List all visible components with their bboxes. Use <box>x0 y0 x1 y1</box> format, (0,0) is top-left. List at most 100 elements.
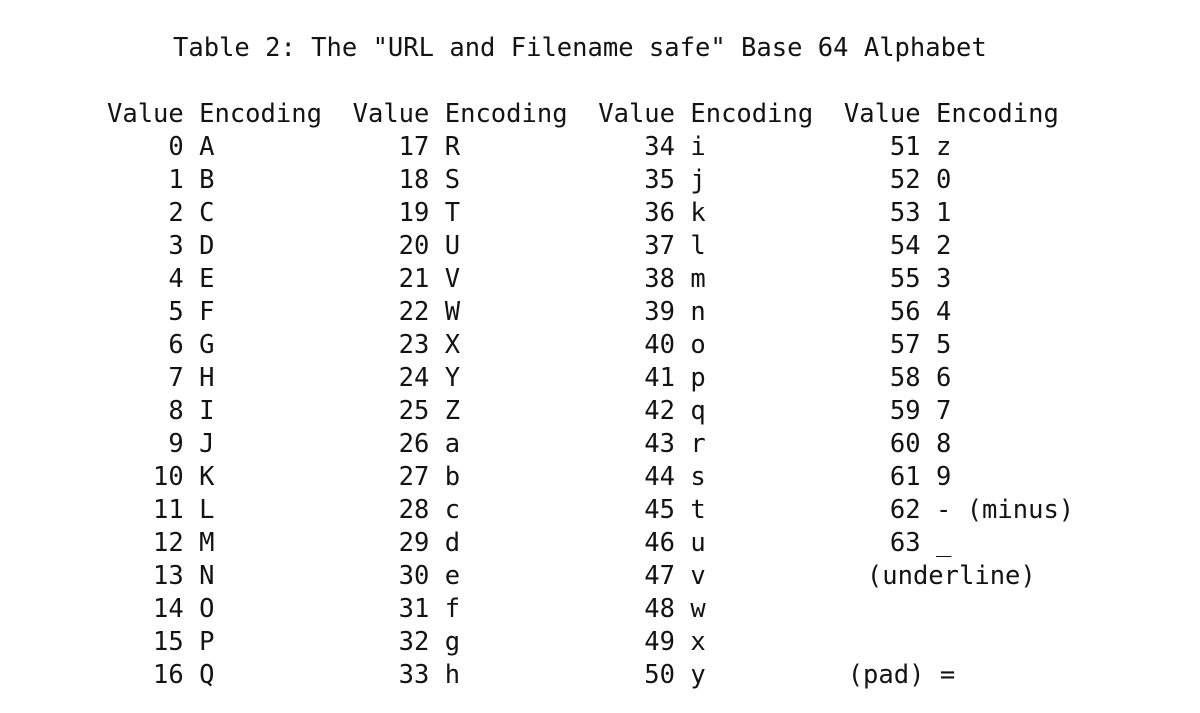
encoding-cell: p <box>690 363 706 393</box>
value-cell: 33 <box>398 660 430 690</box>
underline-note: (underline) <box>866 561 1036 591</box>
table-row: 15 P <box>107 626 322 659</box>
encoding-header-label: Encoding <box>935 99 1059 129</box>
table-row: 36 k <box>598 197 813 230</box>
table-row: 57 5 <box>844 329 1059 362</box>
encoding-cell: e <box>444 561 461 591</box>
encoding-cell: P <box>199 627 215 657</box>
encoding-cell: A <box>199 132 215 162</box>
value-cell: 49 <box>644 627 675 657</box>
table-row <box>844 626 1059 659</box>
table-row: 53 1 <box>844 197 1059 230</box>
value-cell: 15 <box>153 627 184 657</box>
encoding-header-label: Encoding <box>690 99 814 129</box>
value-cell: 7 <box>168 363 184 393</box>
value-cell: 9 <box>168 429 184 459</box>
value-cell: 57 <box>889 330 921 360</box>
value-cell: 17 <box>398 132 430 162</box>
table-row: 21 V <box>353 263 568 296</box>
value-cell: 43 <box>644 429 675 459</box>
encoding-cell: Z <box>444 396 461 426</box>
value-cell: 13 <box>153 561 184 591</box>
encoding-cell: r <box>690 429 706 459</box>
encoding-cell: 9 <box>935 462 952 492</box>
encoding-cell: y <box>690 660 706 690</box>
table-row: 22 W <box>353 296 568 329</box>
value-cell: 18 <box>398 165 430 195</box>
value-cell: 51 <box>889 132 921 162</box>
encoding-cell: b <box>444 462 461 492</box>
table-row: 18 S <box>353 164 568 197</box>
encoding-cell: 2 <box>935 231 952 261</box>
value-cell: 58 <box>889 363 921 393</box>
encoding-cell: l <box>690 231 706 261</box>
column-header: Value Encoding <box>598 98 813 131</box>
value-cell: 45 <box>644 495 675 525</box>
value-cell: 11 <box>153 495 184 525</box>
encoding-cell: O <box>199 594 215 624</box>
encoding-header-label: Encoding <box>444 99 568 129</box>
value-cell: 46 <box>644 528 675 558</box>
value-cell: 25 <box>398 396 430 426</box>
value-cell: 39 <box>644 297 675 327</box>
value-cell: 5 <box>168 297 184 327</box>
value-header-label: Value <box>107 99 184 129</box>
table-row: 42 q <box>598 395 813 428</box>
encoding-cell: k <box>690 198 706 228</box>
encoding-cell: u <box>690 528 706 558</box>
value-cell: 10 <box>153 462 184 492</box>
value-cell: 55 <box>889 264 921 294</box>
value-cell: 59 <box>889 396 921 426</box>
encoding-cell: c <box>444 495 461 525</box>
value-cell: 56 <box>889 297 921 327</box>
value-cell: 35 <box>644 165 675 195</box>
encoding-cell: d <box>444 528 461 558</box>
table-row: 37 l <box>598 230 813 263</box>
encoding-cell: X <box>444 330 461 360</box>
value-cell: 34 <box>644 132 675 162</box>
table-row: 24 Y <box>353 362 568 395</box>
value-cell: 41 <box>644 363 675 393</box>
table-row: 20 U <box>353 230 568 263</box>
encoding-cell: I <box>199 396 215 426</box>
table-row: 30 e <box>353 560 568 593</box>
table-row: 51 z <box>844 131 1059 164</box>
table-row: 58 6 <box>844 362 1059 395</box>
table-row: 27 b <box>353 461 568 494</box>
value-cell: 0 <box>168 132 184 162</box>
value-cell: 8 <box>168 396 184 426</box>
encoding-cell: E <box>199 264 215 294</box>
value-cell: 16 <box>153 660 184 690</box>
encoding-cell: 6 <box>935 363 952 393</box>
value-cell: 30 <box>398 561 430 591</box>
table-row: 40 o <box>598 329 813 362</box>
encoding-cell: T <box>444 198 461 228</box>
table-row: 16 Q <box>107 659 322 692</box>
table-row: 55 3 <box>844 263 1059 296</box>
table-row: 47 v <box>598 560 813 593</box>
encoding-cell: J <box>199 429 215 459</box>
encoding-cell: h <box>444 660 461 690</box>
alphabet-column-4: Value Encoding 51 z 52 0 53 1 54 2 55 3 56 4 57 5 58 6 59 7… <box>844 98 1074 692</box>
table-row: 29 d <box>353 527 568 560</box>
table-row: 17 R <box>353 131 568 164</box>
table-row: 50 y <box>598 659 813 692</box>
table-row: 46 u <box>598 527 813 560</box>
table-row: 26 a <box>353 428 568 461</box>
value-cell: 2 <box>168 198 184 228</box>
table-row: 28 c <box>353 494 568 527</box>
encoding-cell: 5 <box>935 330 952 360</box>
pad-note: (pad) = <box>847 660 956 690</box>
encoding-cell: z <box>935 132 952 162</box>
value-cell: 22 <box>398 297 430 327</box>
value-cell: 40 <box>644 330 675 360</box>
value-cell: 31 <box>398 594 430 624</box>
value-cell: 26 <box>398 429 430 459</box>
value-cell: 24 <box>398 363 430 393</box>
encoding-cell: t <box>690 495 706 525</box>
table-row: 59 7 <box>844 395 1059 428</box>
encoding-cell: 3 <box>935 264 952 294</box>
table-row <box>844 593 1059 626</box>
